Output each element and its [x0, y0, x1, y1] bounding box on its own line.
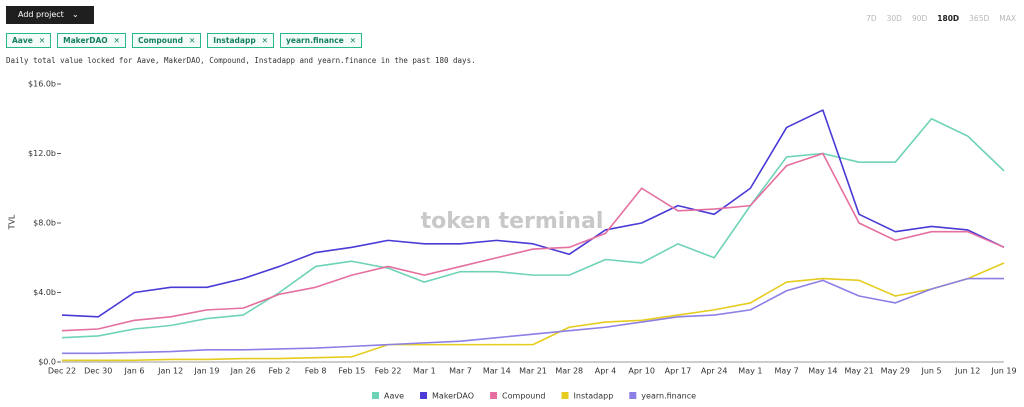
- series-line: [61, 109, 1005, 318]
- project-chip[interactable]: Compound ✕: [131, 33, 202, 48]
- project-chip[interactable]: Aave ✕: [6, 33, 52, 48]
- button-label: Add project: [18, 10, 64, 19]
- x-tick-label: Dec 22: [48, 367, 76, 376]
- add-project-button[interactable]: Add project ⌄: [6, 6, 94, 24]
- x-tick-label: Dec 30: [84, 367, 112, 376]
- x-tick-label: Feb 15: [338, 367, 365, 376]
- y-tick-label: $0.0: [38, 358, 56, 367]
- chip-label: yearn.finance: [286, 36, 344, 45]
- series-line: [61, 152, 1005, 332]
- x-tick-label: Jun 12: [954, 367, 980, 376]
- series-line: [61, 117, 1005, 339]
- legend-swatch: [372, 392, 379, 399]
- legend-swatch: [490, 392, 498, 399]
- x-tick-label: Mar 21: [519, 367, 547, 376]
- legend-swatch: [561, 392, 569, 399]
- remove-icon[interactable]: ✕: [113, 36, 120, 45]
- range-option[interactable]: 365D: [969, 14, 990, 23]
- project-chip[interactable]: MakerDAO ✕: [57, 33, 126, 48]
- x-tick-label: Feb 22: [375, 367, 402, 376]
- series-line: [62, 262, 1005, 362]
- x-tick-label: Apr 24: [701, 367, 728, 376]
- x-tick-label: Jun 5: [920, 367, 941, 376]
- range-option[interactable]: 180D: [937, 14, 960, 23]
- x-tick-label: Jan 19: [193, 367, 219, 376]
- project-chips: Aave ✕ MakerDAO ✕ Compound ✕ Instadapp ✕ yearn.f…: [6, 33, 363, 48]
- x-tick-label: May 14: [808, 367, 837, 376]
- project-chip[interactable]: yearn.finance ✕: [280, 33, 363, 48]
- x-tick-label: Mar 14: [483, 367, 511, 376]
- range-option[interactable]: 7D: [866, 14, 877, 23]
- x-tick-label: Apr 10: [628, 367, 655, 376]
- x-tick-label: Jan 6: [123, 367, 144, 376]
- x-tick-label: Jun 19: [990, 367, 1016, 376]
- range-selector: 7D 30D 90D 180D 365D MAX: [866, 14, 1016, 23]
- legend-label: Compound: [502, 392, 545, 401]
- legend-label: Instadapp: [574, 392, 614, 401]
- x-tick-label: Apr 17: [665, 367, 692, 376]
- x-tick-label: Apr 4: [595, 367, 616, 376]
- legend-label: MakerDAO: [432, 392, 474, 401]
- range-option[interactable]: 90D: [911, 14, 928, 23]
- legend-swatch: [629, 392, 637, 399]
- x-tick-label: May 1: [738, 367, 762, 376]
- x-tick-label: Feb 8: [305, 367, 327, 376]
- remove-icon[interactable]: ✕: [349, 36, 357, 45]
- y-axis-label: TVL: [8, 214, 17, 230]
- x-tick-label: May 21: [844, 367, 873, 376]
- range-option[interactable]: 30D: [886, 14, 902, 23]
- x-tick-label: Mar 1: [413, 367, 436, 376]
- remove-icon[interactable]: ✕: [261, 36, 269, 45]
- remove-icon[interactable]: ✕: [189, 36, 196, 45]
- remove-icon[interactable]: ✕: [38, 36, 46, 45]
- x-tick-label: May 7: [775, 367, 799, 376]
- x-tick-label: Mar 7: [449, 367, 472, 376]
- legend-label: Aave: [384, 392, 404, 401]
- chip-label: Aave: [12, 36, 33, 45]
- y-tick-label: $4.0b: [33, 288, 56, 297]
- x-tick-label: Mar 28: [555, 367, 583, 376]
- legend-label: yearn.finance: [641, 392, 696, 401]
- description: Daily total value locked for Aave, Maker…: [6, 56, 476, 65]
- chevron-icon: ⌄: [72, 10, 79, 19]
- watermark: token terminal: [421, 209, 604, 234]
- chip-label: MakerDAO: [63, 36, 108, 45]
- y-tick-label: $12.0b: [28, 149, 56, 158]
- x-tick-label: Jan 12: [157, 367, 183, 376]
- x-tick-label: May 29: [881, 367, 910, 376]
- range-option[interactable]: MAX: [999, 14, 1016, 23]
- series-line: [62, 277, 1004, 355]
- y-tick-label: $16.0b: [28, 80, 56, 89]
- chip-label: Instadapp: [213, 36, 256, 45]
- chip-label: Compound: [137, 36, 183, 45]
- y-tick-label: $8.0b: [33, 219, 56, 228]
- x-tick-label: Jan 26: [230, 367, 256, 376]
- legend-swatch: [420, 392, 428, 399]
- x-tick-label: Feb 2: [268, 367, 290, 376]
- project-chip[interactable]: Instadapp ✕: [207, 33, 275, 48]
